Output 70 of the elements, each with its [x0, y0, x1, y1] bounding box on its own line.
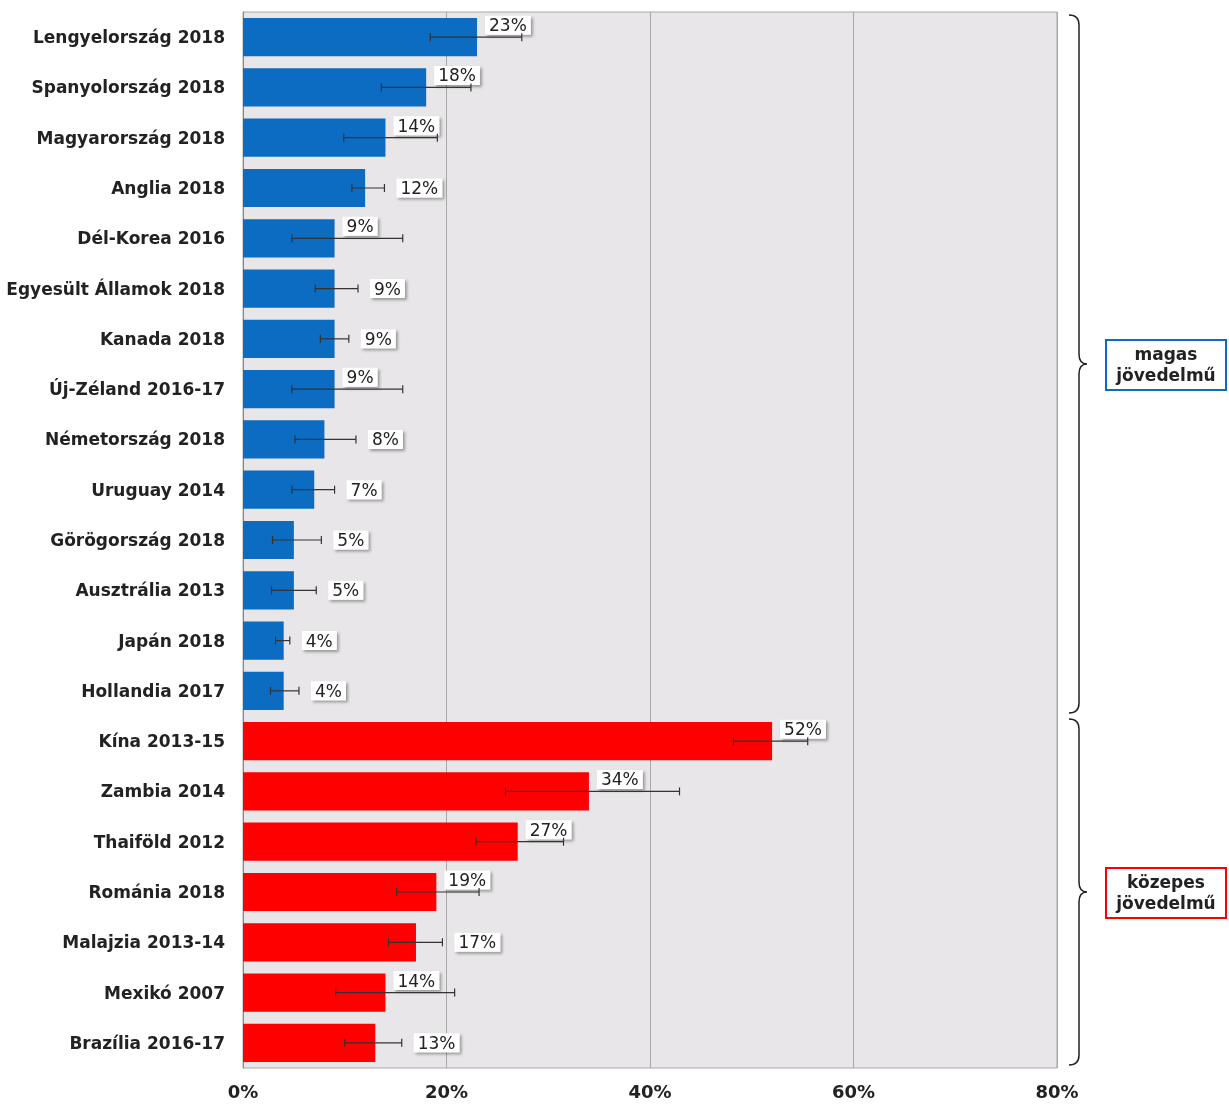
- bar: [243, 571, 294, 610]
- bar: [243, 1023, 376, 1062]
- bar: [243, 621, 284, 660]
- y-tick-label: Magyarország 2018: [36, 127, 225, 148]
- x-tick-label: 40%: [628, 1080, 672, 1102]
- data-label: 19%: [448, 870, 487, 890]
- bar: [243, 68, 427, 107]
- x-tick-label: 0%: [227, 1080, 259, 1102]
- bar: [243, 872, 437, 912]
- bar: [243, 420, 325, 459]
- y-tick-label: Thaiföld 2012: [93, 831, 225, 852]
- data-label: 18%: [438, 65, 476, 86]
- bar: [243, 923, 416, 962]
- text: közepes jövedelmű: [1105, 867, 1227, 919]
- bar: [243, 671, 284, 710]
- y-tick-label: Spanyolország 2018: [31, 77, 225, 98]
- data-label: 23%: [489, 15, 527, 36]
- y-tick-label: Ausztrália 2013: [75, 580, 225, 601]
- data-label: 9%: [373, 278, 401, 299]
- data-label: 9%: [346, 367, 374, 388]
- x-tick-label: 20%: [424, 1080, 469, 1102]
- y-tick-label: Új-Zéland 2016-17: [48, 378, 225, 400]
- bar: [243, 269, 335, 308]
- bar: [243, 18, 478, 57]
- bar: [243, 772, 589, 811]
- bar: [243, 370, 335, 409]
- y-tick-label: Lengyelország 2018: [32, 27, 225, 48]
- data-label: 17%: [458, 932, 497, 953]
- y-tick-label: Görögország 2018: [50, 530, 225, 550]
- x-tick-label: 60%: [831, 1080, 876, 1102]
- y-tick-label: Mexikó 2007: [103, 982, 225, 1003]
- data-label: 5%: [332, 580, 360, 601]
- bar: [243, 118, 386, 157]
- y-tick-label: Hollandia 2017: [81, 680, 225, 701]
- y-tick-label: Románia 2018: [88, 882, 225, 902]
- bar: [243, 520, 294, 560]
- data-label: 14%: [397, 970, 436, 991]
- bar: [243, 168, 366, 208]
- bar: [243, 470, 315, 509]
- data-label: 13%: [417, 1032, 456, 1053]
- bar: [243, 822, 518, 861]
- data-label: 4%: [305, 630, 333, 651]
- y-tick-label: Dél-Korea 2016: [77, 228, 225, 249]
- bar: [243, 973, 386, 1012]
- data-label: 14%: [397, 115, 436, 136]
- y-tick-label: Zambia 2014: [100, 781, 226, 802]
- y-tick-label: Egyesült Államok 2018: [6, 277, 225, 299]
- y-tick-label: Japán 2018: [117, 630, 225, 651]
- data-label: 27%: [529, 819, 568, 840]
- data-label: 9%: [346, 216, 374, 237]
- data-label: 34%: [600, 769, 639, 790]
- data-label: 7%: [350, 479, 378, 500]
- bar: [243, 219, 335, 258]
- bar: [243, 319, 335, 358]
- y-tick-label: Anglia 2018: [111, 178, 225, 198]
- y-tick-label: Malajzia 2013-14: [62, 932, 226, 953]
- y-tick-label: Kína 2013-15: [98, 731, 225, 752]
- bar: [243, 722, 773, 761]
- data-label: 12%: [400, 178, 439, 198]
- y-tick-label: Brazília 2016-17: [69, 1032, 225, 1053]
- y-tick-label: Németország 2018: [44, 429, 225, 450]
- data-label: 9%: [364, 328, 392, 349]
- y-tick-label: Kanada 2018: [99, 328, 225, 349]
- x-tick-label: 80%: [1035, 1080, 1079, 1102]
- data-label: 5%: [337, 530, 365, 550]
- y-tick-label: Uruguay 2014: [91, 479, 226, 500]
- data-label: 52%: [784, 719, 822, 740]
- data-label: 8%: [371, 429, 399, 450]
- data-label: 4%: [314, 680, 342, 701]
- text: magas jövedelmű: [1105, 339, 1227, 391]
